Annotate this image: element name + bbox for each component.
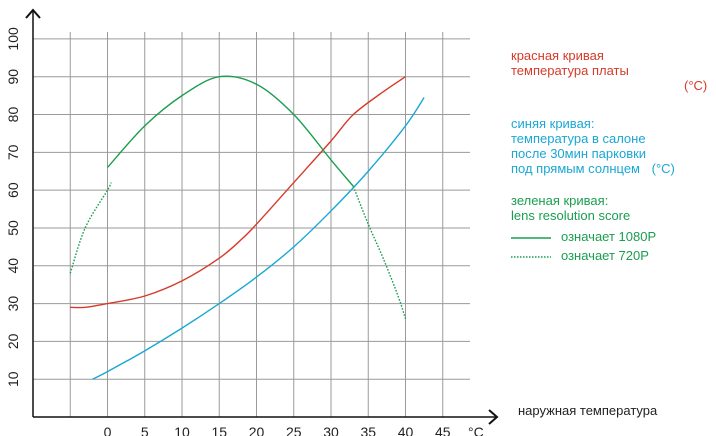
legend: красная кривая температура платы (°C) си…	[511, 48, 707, 263]
x-tick-label: 5	[141, 424, 149, 436]
legend-blue-desc1: температура в салоне	[511, 131, 646, 146]
dotted-line-sample	[511, 255, 551, 258]
x-tick-label: 45	[435, 424, 451, 436]
legend-blue-desc2: после 30мин парковки	[511, 146, 647, 161]
series-lines	[69, 75, 425, 380]
x-tick-label: 20	[249, 424, 265, 436]
legend-blue-title: синяя кривая:	[511, 116, 595, 131]
legend-green-720: означает 720P	[511, 248, 707, 263]
y-tick-label: 70	[5, 144, 21, 160]
y-tick-label: 60	[5, 182, 21, 198]
axes	[25, 8, 499, 425]
x-axis-unit: °C	[468, 424, 484, 436]
y-tick-label: 50	[5, 220, 21, 236]
legend-red-desc: температура платы	[511, 63, 629, 78]
legend-blue-desc3: под прямым солнцем (°C)	[511, 161, 707, 176]
series-line	[92, 97, 425, 380]
legend-blue-unit: (°C)	[651, 161, 675, 176]
series-line	[352, 186, 407, 319]
x-tick-label: 0	[104, 424, 112, 436]
y-tick-label: 40	[5, 258, 21, 274]
x-tick-label: 25	[286, 424, 302, 436]
x-axis-title: наружная температура	[518, 403, 658, 418]
y-tick-label: 10	[5, 371, 21, 387]
grid	[33, 32, 470, 417]
x-tick-label: 15	[211, 424, 227, 436]
solid-line-sample	[511, 236, 551, 239]
x-tick-label: 35	[360, 424, 376, 436]
legend-blue-desc3-text: под прямым солнцем	[511, 161, 640, 176]
y-tick-label: 20	[5, 333, 21, 349]
y-tick-label: 100	[5, 27, 21, 51]
legend-green-1080-text: означает 1080P	[561, 229, 657, 244]
legend-green-720-text: означает 720P	[561, 248, 649, 263]
legend-red-unit: (°C)	[684, 78, 708, 93]
legend-red-title: красная кривая	[511, 48, 604, 63]
series-line	[106, 75, 354, 187]
x-tick-label: 10	[174, 424, 190, 436]
tick-labels: 0 5 10 15 20 25 30 35 40 45 10 20 30 40 50 60 70 80 90 100	[5, 27, 451, 436]
x-tick-label: 40	[398, 424, 414, 436]
legend-green-1080: означает 1080P	[511, 229, 707, 244]
y-axis-arrow	[25, 8, 41, 19]
x-axis-arrow	[488, 409, 499, 425]
y-tick-label: 30	[5, 296, 21, 312]
y-tick-label: 80	[5, 107, 21, 123]
legend-green-title: зеленая кривая:	[511, 193, 609, 208]
series-line	[70, 76, 406, 309]
y-tick-label: 90	[5, 69, 21, 85]
legend-green-desc: lens resolution score	[511, 208, 631, 223]
x-tick-label: 30	[323, 424, 339, 436]
